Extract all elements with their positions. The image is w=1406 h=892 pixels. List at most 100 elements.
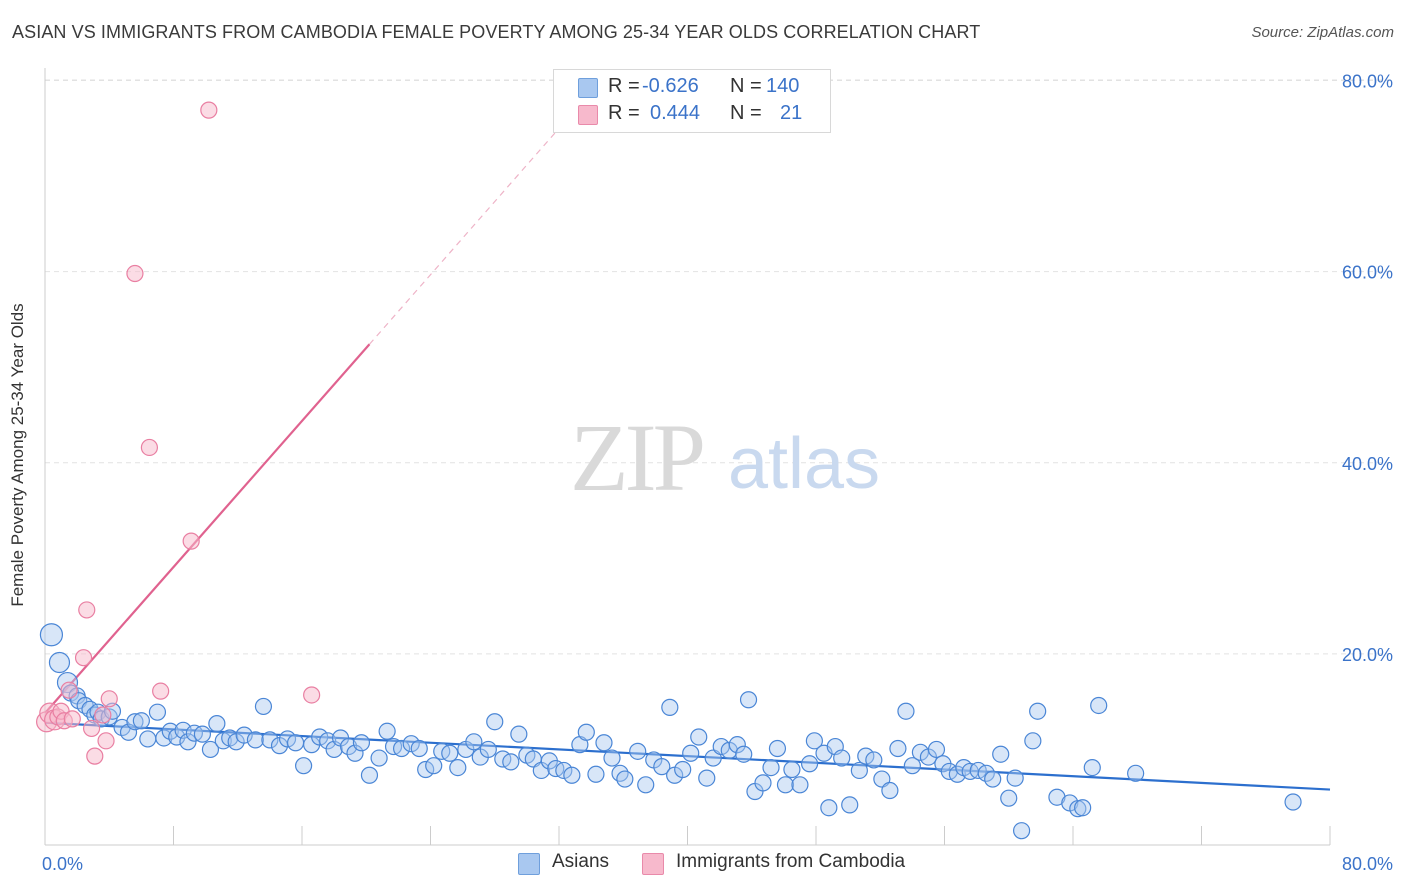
asians-point <box>653 758 671 776</box>
asians-point <box>378 722 396 740</box>
watermark-atlas: atlas <box>728 424 880 504</box>
asians-point <box>179 733 197 751</box>
asians-point <box>1024 732 1042 750</box>
asians-point <box>295 757 313 775</box>
cambodia-point <box>200 101 218 119</box>
asians-point <box>739 691 758 709</box>
asians-point <box>319 732 337 750</box>
asians-point <box>1000 789 1018 807</box>
asians-point <box>168 728 186 746</box>
asians-point <box>728 736 746 754</box>
asians-point <box>992 745 1010 763</box>
asians-point <box>690 728 708 746</box>
asians-point <box>776 776 795 794</box>
asians-point <box>698 769 716 787</box>
asians-point <box>286 734 305 752</box>
x-tick-label: 80.0% <box>1342 854 1393 874</box>
asians-point <box>352 734 371 752</box>
asians-point <box>139 730 157 748</box>
asians-point <box>39 623 64 647</box>
asians-point <box>339 737 358 756</box>
grid-lines <box>45 79 1392 655</box>
asians-point <box>1012 822 1031 840</box>
cambodia-point <box>60 681 78 699</box>
x-tick-label: 0.0% <box>42 854 83 874</box>
cambodia-point <box>78 601 96 619</box>
cambodia-point <box>97 732 115 750</box>
asians-point <box>783 760 801 779</box>
asians-point <box>311 728 329 746</box>
asians-point <box>1006 769 1024 787</box>
asians-point <box>768 739 787 758</box>
series-asians <box>39 623 1302 840</box>
asians-point <box>555 761 573 780</box>
asians-point <box>791 776 809 794</box>
asians-point <box>587 765 605 783</box>
asians-point <box>927 740 946 759</box>
legend-n-label: N = <box>730 102 762 124</box>
cambodia-point <box>182 532 200 550</box>
asians-point <box>595 734 613 752</box>
asians-point <box>486 713 504 731</box>
asians-point <box>735 745 753 763</box>
y-tick-label: 40.0% <box>1342 454 1393 474</box>
watermark-zip: ZIP <box>570 404 703 511</box>
asians-point <box>881 781 899 800</box>
asians-point <box>977 764 995 782</box>
legend-label-asians: Asians <box>552 851 610 872</box>
asians-point <box>235 726 253 744</box>
asians-point <box>889 739 907 758</box>
cambodia-point <box>94 706 112 724</box>
asians-point <box>850 761 868 780</box>
asians-point <box>261 731 279 749</box>
y-tick-label: 80.0% <box>1342 72 1393 92</box>
legend-swatch-blue <box>578 78 598 98</box>
asians-point <box>1090 696 1108 715</box>
asians-point <box>410 739 428 758</box>
asians-point <box>563 766 581 784</box>
asians-point <box>502 753 520 771</box>
cambodia-point <box>86 747 104 765</box>
asians-point <box>1029 702 1047 720</box>
y-tick-label: 20.0% <box>1342 645 1393 665</box>
asians-point <box>616 770 634 788</box>
asians-point <box>510 725 528 743</box>
legend-r-value: -0.626 <box>642 75 699 97</box>
legend-label-cambodia: Immigrants from Cambodia <box>676 851 906 872</box>
correlation-legend: R = -0.626 N = 140 R = 0.444 N = 21 <box>553 69 831 133</box>
asians-point <box>833 749 851 767</box>
asians-point <box>1083 758 1101 777</box>
asians-point <box>865 751 883 769</box>
asians-point <box>201 740 220 759</box>
cambodia-trend-extension <box>369 129 558 345</box>
asians-point <box>402 735 420 753</box>
cambodia-point <box>126 264 144 283</box>
asians-point <box>1127 764 1145 782</box>
asians-point <box>762 758 780 777</box>
series-cambodia <box>36 101 321 765</box>
asians-point <box>48 651 71 674</box>
trend-lines <box>44 129 1331 791</box>
asians-point <box>126 713 144 731</box>
asians-point <box>629 742 647 760</box>
cambodia-point <box>74 649 93 667</box>
asians-point <box>254 697 273 716</box>
watermark: ZIP atlas <box>570 404 880 511</box>
x-tick-labels: 0.0% 80.0% <box>42 854 1393 874</box>
asians-point <box>800 755 819 773</box>
legend-swatch-cambodia <box>642 853 664 875</box>
asians-point <box>441 744 459 762</box>
asians-point <box>246 731 265 749</box>
asians-point <box>392 739 411 758</box>
legend-n-label: N = <box>730 75 762 97</box>
asians-point <box>984 770 1002 788</box>
cambodia-point <box>140 438 159 457</box>
asians-point <box>577 723 595 741</box>
asians-point <box>682 744 700 762</box>
asians-point <box>897 702 915 720</box>
asians-point <box>425 757 443 775</box>
cambodia-point <box>152 682 170 700</box>
chart-title: ASIAN VS IMMIGRANTS FROM CAMBODIA FEMALE… <box>12 22 981 42</box>
legend-r-label: R = <box>608 102 640 124</box>
